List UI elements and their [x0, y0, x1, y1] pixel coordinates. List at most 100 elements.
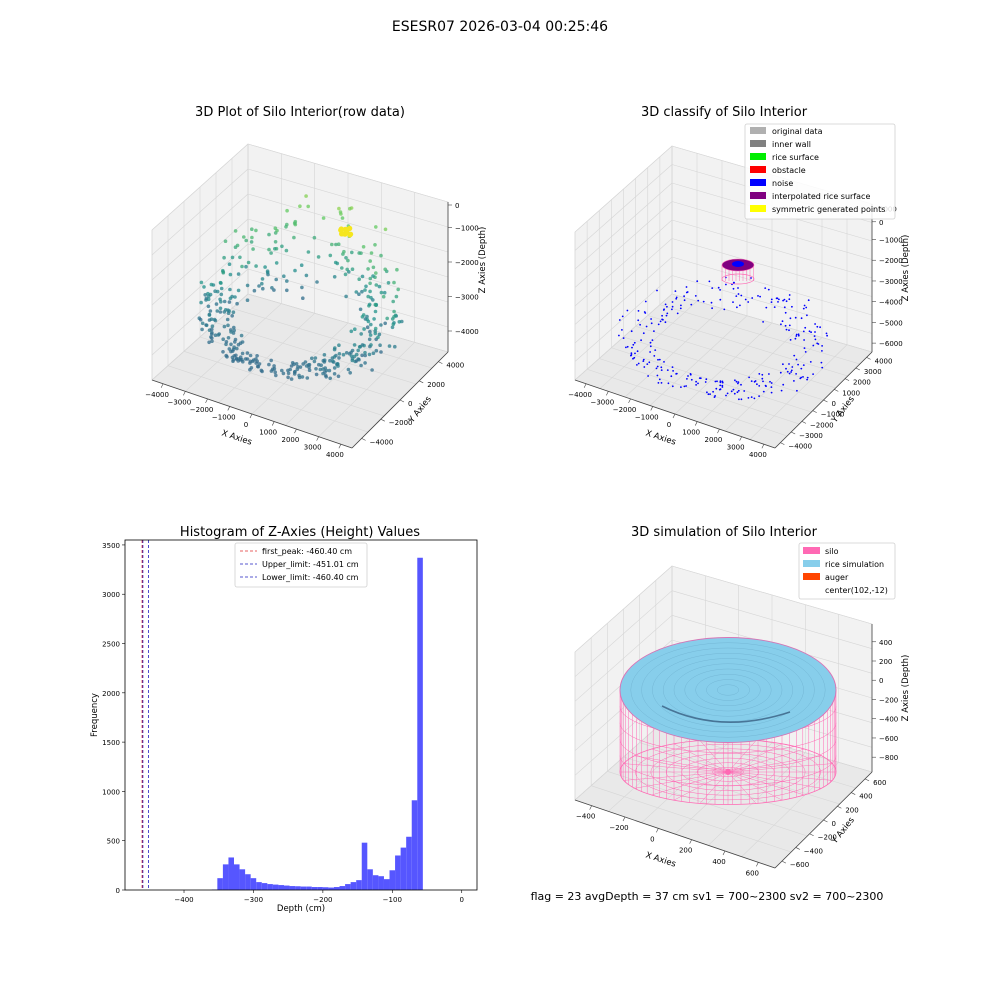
grid-line — [574, 219, 673, 307]
noise-point — [634, 352, 636, 355]
data-point — [215, 309, 220, 313]
data-point — [226, 336, 231, 340]
y-tick-mark — [795, 847, 800, 850]
data-point — [273, 370, 278, 375]
data-point — [222, 255, 226, 260]
silo-spoke — [727, 771, 833, 781]
data-point — [340, 266, 344, 270]
y-tick-label: 500 — [107, 838, 120, 846]
histogram-bar — [228, 857, 234, 890]
histogram-bar — [295, 886, 301, 890]
noise-point — [666, 369, 669, 371]
x-tick-mark — [672, 413, 676, 419]
data-point — [228, 272, 233, 277]
data-point — [243, 357, 248, 361]
noise-point — [802, 364, 805, 366]
noise-point — [685, 385, 687, 387]
noise-point — [675, 297, 678, 300]
y-tick-label: −4000 — [370, 438, 394, 446]
noise-point — [803, 339, 805, 341]
noise-point — [804, 326, 807, 329]
rice-mesh-ring — [717, 684, 739, 696]
data-point — [346, 367, 351, 372]
legend-swatch — [750, 127, 766, 134]
noise-point — [631, 346, 633, 349]
data-point — [357, 277, 362, 282]
x-tick-mark — [205, 398, 208, 404]
data-point — [303, 360, 308, 364]
noise-point — [657, 358, 659, 361]
data-point — [235, 243, 240, 248]
histogram-axes-frame — [124, 539, 478, 891]
y-tick-mark — [834, 389, 839, 392]
legend-label: center(102,-12) — [825, 586, 888, 595]
data-point — [365, 314, 369, 319]
noise-point — [764, 287, 767, 289]
y-tick-label: 1000 — [842, 389, 860, 397]
noise-point — [814, 338, 817, 341]
noise-point — [740, 383, 742, 386]
data-point — [260, 277, 265, 281]
silo-spoke — [727, 755, 822, 773]
noise-point — [632, 343, 635, 346]
noise-point — [621, 329, 623, 331]
noise-point — [782, 383, 785, 386]
noise-point — [737, 389, 740, 392]
y-tick-label: 0 — [832, 400, 836, 408]
noise-point — [819, 326, 821, 329]
noise-point — [785, 300, 788, 303]
data-point — [254, 228, 258, 233]
noise-point — [785, 328, 788, 331]
x-tick-label: 4000 — [326, 451, 344, 459]
noise-point — [671, 366, 674, 368]
data-point — [286, 371, 291, 376]
noise-point — [805, 306, 808, 309]
noise-point — [666, 312, 669, 315]
data-point — [207, 294, 211, 299]
data-point — [265, 269, 270, 274]
data-point — [373, 243, 377, 247]
data-point — [222, 299, 227, 304]
legend-frame — [744, 123, 896, 220]
chart-histogram: Histogram of Z-Axies (Height) Values −40… — [90, 525, 478, 914]
noise-point — [637, 310, 640, 312]
histogram-bar — [417, 557, 423, 890]
noise-point — [719, 384, 722, 387]
noise-point — [790, 369, 793, 372]
noise-point — [687, 375, 689, 377]
x-tick-mark — [338, 444, 342, 449]
data-point — [233, 229, 238, 233]
noise-point — [802, 330, 805, 333]
histogram-bar — [322, 887, 329, 890]
noise-point — [740, 398, 743, 401]
data-point — [359, 363, 363, 368]
noise-point — [642, 332, 645, 335]
y-tick-mark — [380, 418, 385, 422]
x-tick-label: 0 — [459, 896, 463, 904]
grid-line — [231, 308, 433, 369]
y-tick-mark — [781, 860, 787, 864]
y-tick-label: −2000 — [389, 419, 413, 427]
noise-point — [775, 297, 778, 300]
histogram-bar — [411, 800, 418, 890]
noise-point — [626, 309, 629, 312]
data-point — [280, 368, 284, 373]
noise-point — [686, 378, 688, 380]
data-point — [213, 318, 218, 323]
silo-spoke — [727, 771, 783, 801]
data-point — [204, 323, 208, 327]
data-point — [236, 272, 241, 276]
noise-point — [642, 358, 645, 361]
noise-point — [734, 379, 736, 382]
rice-mesh-ring — [630, 642, 826, 738]
data-point — [298, 204, 302, 208]
noise-point — [762, 380, 764, 383]
y-tick-label: −4000 — [788, 443, 812, 451]
data-point — [341, 352, 346, 357]
legend-label: Lower_limit: -460.40 cm — [262, 573, 359, 582]
x-tick-mark — [249, 413, 253, 419]
y-tick-mark — [812, 410, 817, 413]
data-point — [312, 235, 317, 240]
data-point — [219, 281, 223, 285]
z-tick-label: −2000 — [879, 257, 903, 265]
